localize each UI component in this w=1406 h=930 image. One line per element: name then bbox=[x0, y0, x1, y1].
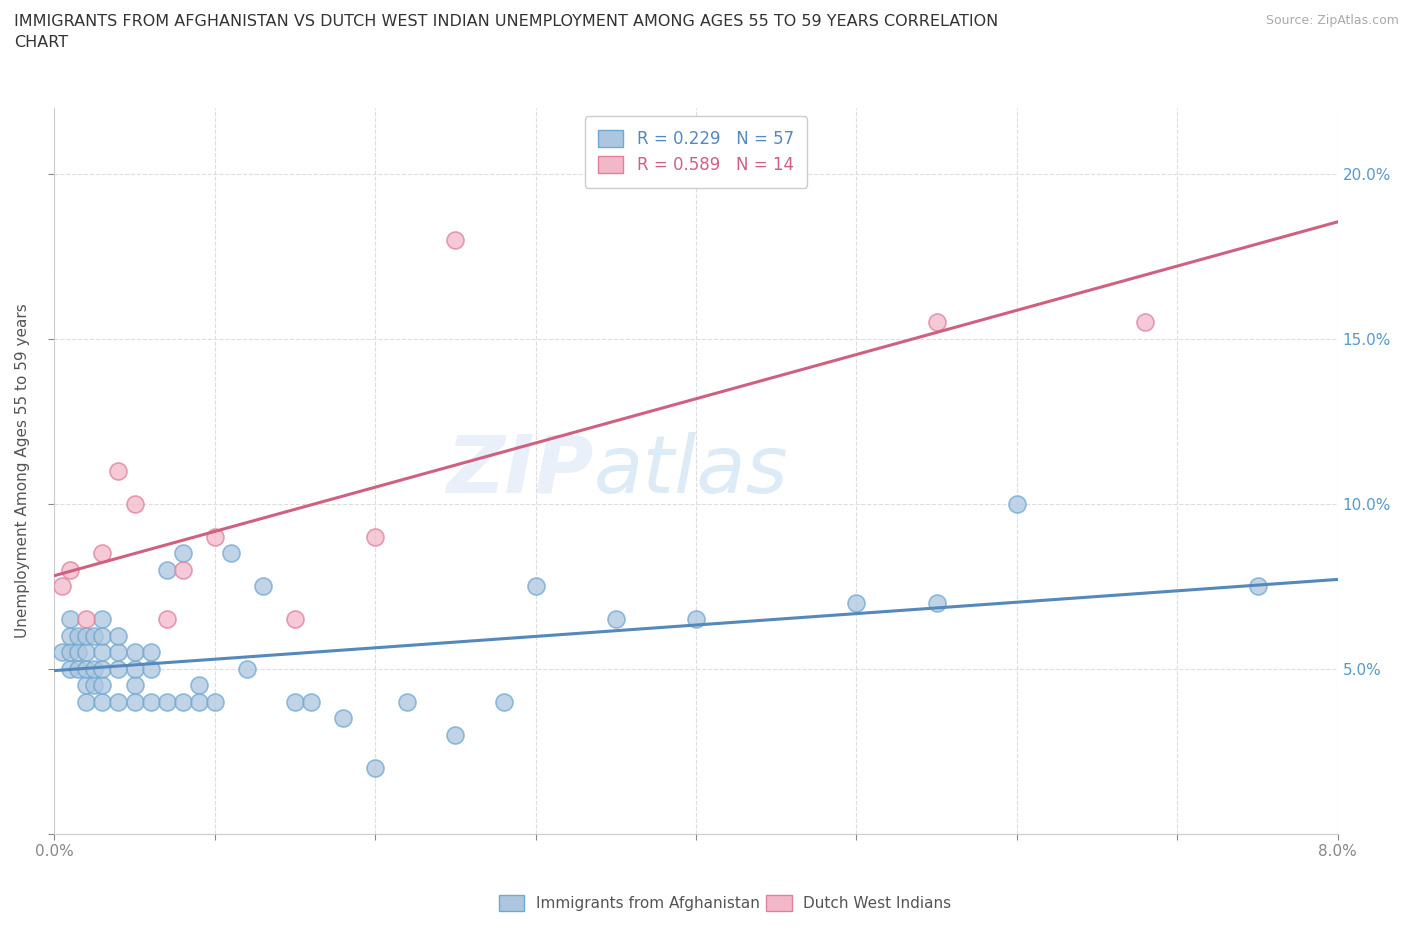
Point bbox=[107, 644, 129, 659]
Point bbox=[187, 695, 209, 710]
Point bbox=[107, 661, 129, 676]
Point bbox=[59, 612, 82, 627]
Point bbox=[524, 578, 547, 593]
Text: Dutch West Indians: Dutch West Indians bbox=[803, 897, 950, 911]
Y-axis label: Unemployment Among Ages 55 to 59 years: Unemployment Among Ages 55 to 59 years bbox=[15, 303, 30, 638]
Point bbox=[364, 761, 387, 776]
Point bbox=[1135, 315, 1157, 330]
Point bbox=[444, 727, 467, 742]
Point bbox=[75, 678, 97, 693]
Legend: R = 0.229   N = 57, R = 0.589   N = 14: R = 0.229 N = 57, R = 0.589 N = 14 bbox=[585, 116, 807, 188]
Point bbox=[59, 563, 82, 578]
Point bbox=[139, 695, 162, 710]
Point bbox=[492, 695, 515, 710]
Point bbox=[124, 678, 146, 693]
Point bbox=[299, 695, 322, 710]
Point bbox=[75, 644, 97, 659]
Point bbox=[284, 695, 307, 710]
Point bbox=[67, 661, 90, 676]
Text: Immigrants from Afghanistan: Immigrants from Afghanistan bbox=[536, 897, 759, 911]
Point bbox=[187, 678, 209, 693]
Point bbox=[155, 563, 177, 578]
Point bbox=[605, 612, 627, 627]
Point bbox=[284, 612, 307, 627]
Point bbox=[83, 661, 105, 676]
Text: Source: ZipAtlas.com: Source: ZipAtlas.com bbox=[1265, 14, 1399, 27]
Point bbox=[51, 578, 73, 593]
Point bbox=[107, 463, 129, 478]
Point bbox=[83, 629, 105, 644]
Point bbox=[236, 661, 259, 676]
Point bbox=[67, 629, 90, 644]
Point bbox=[204, 529, 226, 544]
Point bbox=[845, 595, 868, 610]
Point bbox=[75, 629, 97, 644]
Point bbox=[252, 578, 274, 593]
Point bbox=[75, 695, 97, 710]
Point bbox=[1246, 578, 1268, 593]
Text: IMMIGRANTS FROM AFGHANISTAN VS DUTCH WEST INDIAN UNEMPLOYMENT AMONG AGES 55 TO 5: IMMIGRANTS FROM AFGHANISTAN VS DUTCH WES… bbox=[14, 14, 998, 50]
Point bbox=[124, 644, 146, 659]
Point bbox=[204, 695, 226, 710]
Point bbox=[91, 644, 114, 659]
Point bbox=[67, 644, 90, 659]
Text: ZIP: ZIP bbox=[446, 432, 593, 510]
Point bbox=[685, 612, 707, 627]
Point bbox=[925, 315, 948, 330]
Point bbox=[1005, 497, 1028, 512]
Point bbox=[172, 695, 194, 710]
Text: atlas: atlas bbox=[593, 432, 789, 510]
Point bbox=[124, 661, 146, 676]
Point bbox=[332, 711, 354, 725]
Point bbox=[91, 612, 114, 627]
Point bbox=[107, 695, 129, 710]
Point bbox=[124, 497, 146, 512]
Point bbox=[139, 661, 162, 676]
Point bbox=[91, 695, 114, 710]
Point bbox=[91, 678, 114, 693]
Point bbox=[75, 612, 97, 627]
Point bbox=[91, 661, 114, 676]
Point bbox=[139, 644, 162, 659]
Point bbox=[155, 612, 177, 627]
Point bbox=[91, 546, 114, 561]
Point bbox=[91, 629, 114, 644]
Point bbox=[172, 546, 194, 561]
Point bbox=[925, 595, 948, 610]
Point bbox=[219, 546, 242, 561]
Point bbox=[444, 232, 467, 247]
Point bbox=[51, 644, 73, 659]
Point bbox=[396, 695, 419, 710]
Point bbox=[83, 678, 105, 693]
Point bbox=[124, 695, 146, 710]
Point bbox=[75, 661, 97, 676]
Point bbox=[59, 661, 82, 676]
Point bbox=[172, 563, 194, 578]
Point bbox=[107, 629, 129, 644]
Point bbox=[155, 695, 177, 710]
Point bbox=[59, 629, 82, 644]
Point bbox=[59, 644, 82, 659]
Point bbox=[364, 529, 387, 544]
